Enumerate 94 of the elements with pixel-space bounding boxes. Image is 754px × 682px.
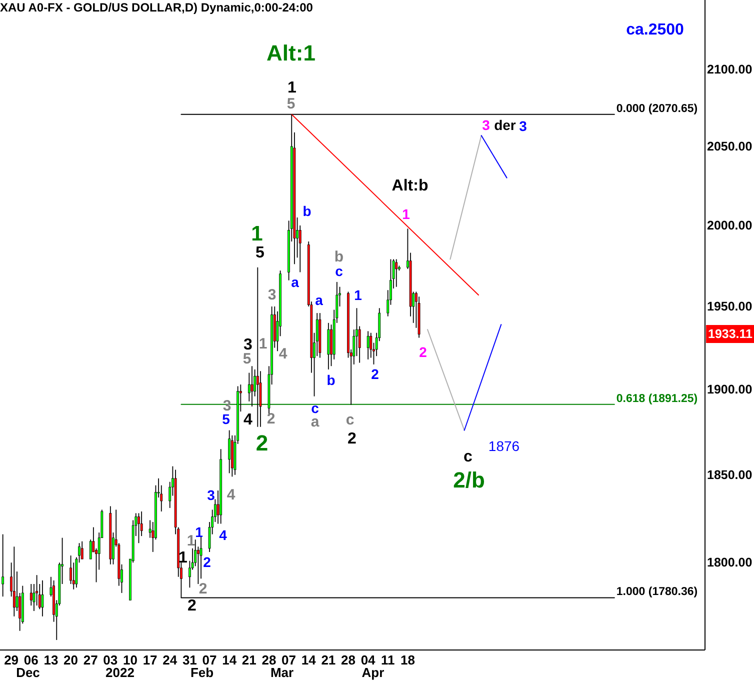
x-tick-label: 13 (44, 652, 58, 668)
annotation: 3 (207, 487, 216, 503)
x-tick-label: 10 (123, 652, 138, 668)
annotation: a (291, 274, 300, 290)
annotation: 2 (203, 554, 212, 570)
text: Feb (190, 665, 214, 680)
annotation: 1 (251, 222, 264, 246)
x-tick-label: 06 (24, 652, 38, 668)
annotation: 2 (348, 430, 357, 448)
text: Apr (362, 665, 384, 680)
x-tick-label: 14 (222, 652, 238, 668)
annotation: 1 (186, 532, 196, 550)
text: Mar (270, 665, 294, 680)
text: Dec (16, 665, 40, 680)
annotation: 4 (278, 346, 288, 362)
annotation: 3 (268, 286, 276, 304)
annotation: 4 (219, 527, 228, 543)
y-tick-label: 2000.00 (707, 218, 752, 232)
candlestick (2, 534, 4, 598)
y-tick-label: 1900.00 (707, 382, 752, 397)
annotation: c (311, 400, 320, 416)
candlestick (41, 580, 44, 617)
annotation: b (334, 248, 344, 266)
x-tick-label: 21 (242, 652, 256, 668)
x-tick-label: 07 (202, 652, 217, 668)
annotation: 1876 (488, 438, 520, 454)
candlestick (138, 512, 140, 544)
candlestick (228, 430, 231, 474)
candlestick (30, 584, 32, 606)
y-tick-label: 2100.00 (707, 62, 752, 76)
x-tick-label: 21 (321, 652, 336, 668)
candlestick (250, 366, 254, 407)
annotation: der (494, 117, 516, 133)
annotation: 1 (288, 80, 297, 96)
x-tick-label: 04 (360, 652, 376, 668)
series-label: 0.618 (1891.25) (616, 392, 698, 405)
x-tick-label: 07 (282, 652, 296, 668)
candlestick (80, 540, 84, 560)
annotation: 5 (256, 244, 265, 262)
annotation: Alt:b (392, 178, 428, 194)
annotation: a (315, 292, 324, 308)
annotation: 4 (244, 412, 253, 428)
annotation: b (302, 203, 312, 219)
series-label: 1.000 (1780.36) (616, 586, 698, 598)
annotation: c (335, 263, 344, 279)
annotation: 1 (402, 206, 410, 222)
annotation: 2 (371, 366, 380, 382)
annotation: 1 (354, 287, 362, 303)
annotation: a (310, 414, 320, 430)
annotation: 4 (226, 486, 236, 504)
annotation: 3 (482, 117, 490, 133)
candlestick (12, 546, 16, 617)
x-tick-label: 24 (162, 652, 178, 668)
series-label: 0.000 (2070.65) (616, 102, 698, 115)
y-tick-label: 1850.00 (707, 468, 752, 482)
annotation: ca.2500 (626, 22, 684, 38)
annotation: c (346, 412, 354, 428)
annotation: 5 (242, 350, 252, 368)
annotation: 3 (244, 336, 253, 354)
x-tick-label: 14 (301, 652, 317, 668)
annotation: 5 (286, 96, 296, 112)
annotation: 1 (178, 550, 188, 566)
annotation: 1 (258, 336, 268, 352)
x-tick-label: 03 (103, 652, 118, 668)
x-tick-label: 28 (262, 652, 276, 668)
x-tick-label: 20 (64, 652, 78, 668)
candlestick (89, 539, 92, 560)
annotation: Alt:1 (266, 40, 316, 66)
annotation: 5 (222, 411, 230, 427)
y-tick-label: 1800.00 (707, 556, 752, 570)
annotation: 2/b (453, 468, 485, 492)
text: 2022 (106, 665, 134, 680)
y-tick-label: 1950.00 (707, 299, 752, 314)
x-tick-label: 27 (83, 652, 98, 668)
annotation: 2 (188, 598, 197, 614)
annotation: 2 (419, 344, 428, 360)
candlestick (366, 330, 370, 360)
x-tick-label: 17 (142, 652, 158, 668)
annotation: 2 (256, 430, 268, 456)
x-tick-label: 18 (400, 652, 415, 668)
candlestick (256, 266, 259, 428)
annotation: 2 (266, 410, 276, 428)
annotation: c (464, 448, 473, 466)
annotation: b (326, 372, 336, 388)
x-tick-label: 28 (341, 652, 356, 668)
y-tick-label: 2050.00 (707, 139, 752, 154)
annotation: 3 (519, 118, 528, 134)
candlestick (395, 258, 398, 288)
chart-title: XAU A0-FX - GOLD/US DOLLAR,D) Dynamic,0:00-24:00 (0, 0, 314, 14)
x-tick-label: 29 (4, 652, 19, 668)
x-tick-label: 31 (182, 652, 197, 668)
x-tick-label: 11 (381, 652, 395, 668)
annotation: 1 (195, 524, 204, 540)
annotation: 2 (198, 580, 208, 598)
